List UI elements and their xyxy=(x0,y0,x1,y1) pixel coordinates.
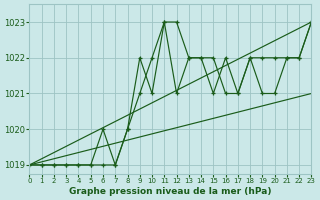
X-axis label: Graphe pression niveau de la mer (hPa): Graphe pression niveau de la mer (hPa) xyxy=(69,187,272,196)
